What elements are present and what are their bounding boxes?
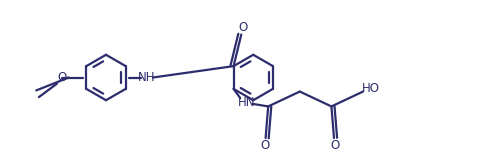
Text: O: O bbox=[330, 139, 339, 152]
Text: HO: HO bbox=[362, 82, 381, 95]
Text: O: O bbox=[57, 71, 67, 84]
Text: NH: NH bbox=[138, 71, 156, 84]
Text: HN: HN bbox=[238, 96, 255, 109]
Text: O: O bbox=[260, 139, 270, 152]
Text: O: O bbox=[239, 21, 248, 34]
